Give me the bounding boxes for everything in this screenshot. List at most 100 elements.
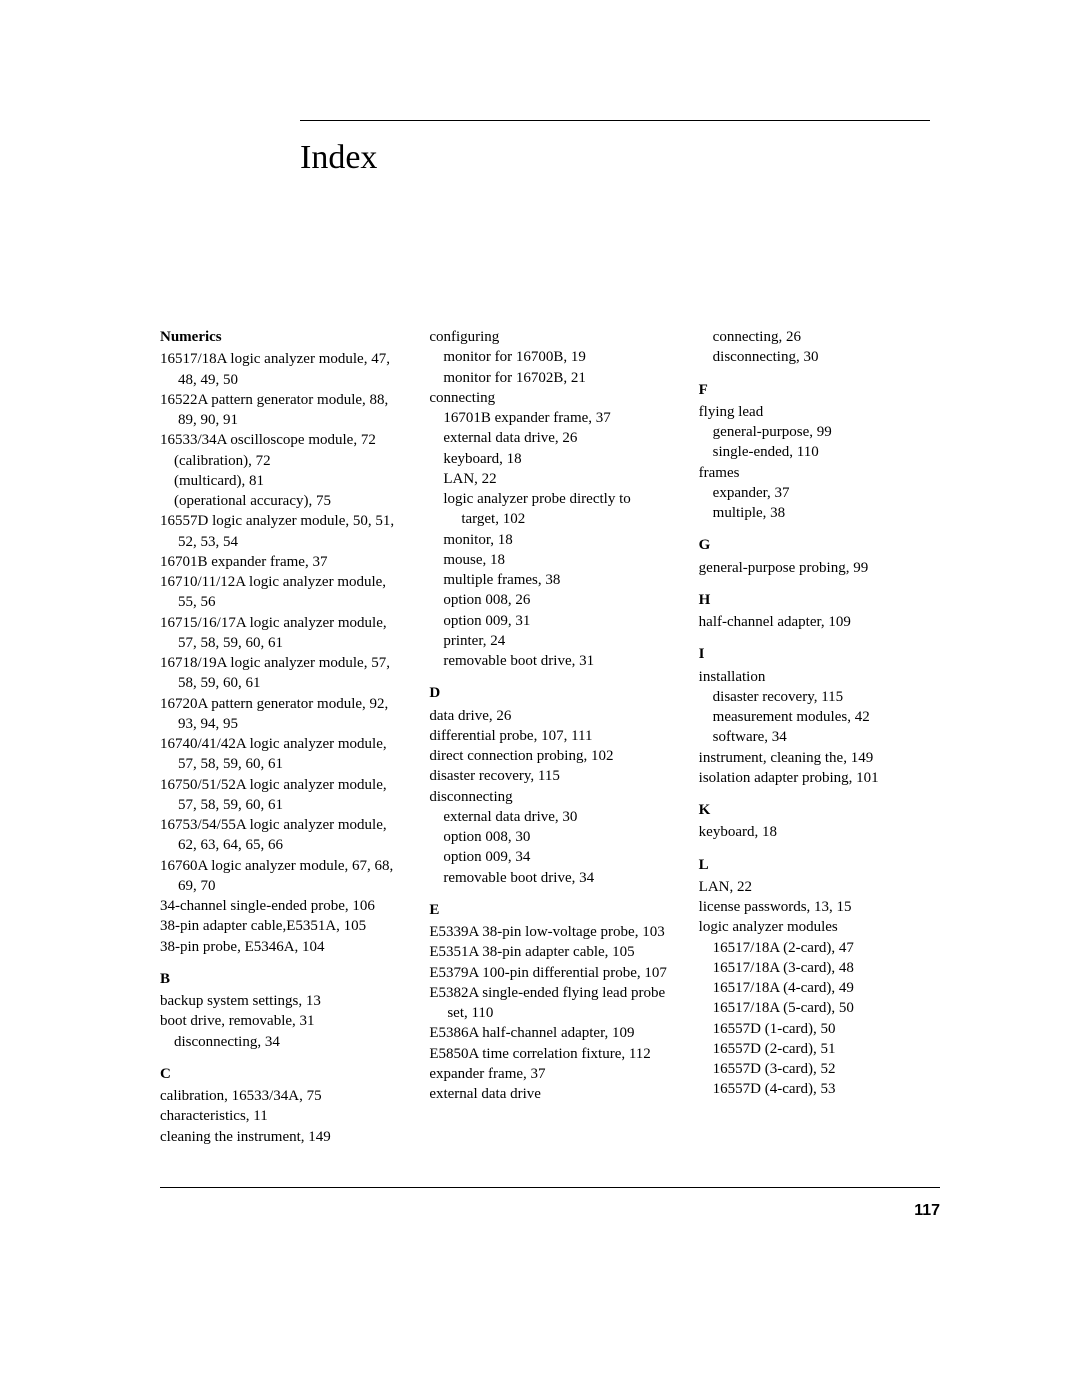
index-subentry: logic analyzer probe directly to target,… [429,489,670,530]
index-entry: characteristics, 11 [160,1106,401,1126]
index-entry: disconnecting [429,787,670,807]
index-subentry: 16517/18A (2-card), 47 [699,938,940,958]
index-subentry: disconnecting, 34 [160,1032,401,1052]
index-subentry: external data drive, 26 [429,428,670,448]
index-subentry: mouse, 18 [429,550,670,570]
page-number: 117 [160,1202,940,1220]
index-entry: backup system settings, 13 [160,991,401,1011]
index-entry: 16750/51/52A logic analyzer module, 57, … [160,775,401,816]
index-subentry: option 009, 31 [429,611,670,631]
index-subentry: LAN, 22 [429,469,670,489]
index-subentry: measurement modules, 42 [699,707,940,727]
index-subentry: printer, 24 [429,631,670,651]
index-entry: E5850A time correlation fixture, 112 [429,1044,670,1064]
index-columns: Numerics 16517/18A logic analyzer module… [160,327,940,1147]
index-entry: 16760A logic analyzer module, 67, 68, 69… [160,856,401,897]
index-entry: E5386A half-channel adapter, 109 [429,1023,670,1043]
index-entry: license passwords, 13, 15 [699,897,940,917]
index-entry: direct connection probing, 102 [429,746,670,766]
index-subentry: disconnecting, 30 [699,347,940,367]
index-subentry: option 009, 34 [429,847,670,867]
index-entry: E5351A 38-pin adapter cable, 105 [429,942,670,962]
index-subentry: (multicard), 81 [160,471,401,491]
bottom-rule [160,1187,940,1188]
index-entry: 16720A pattern generator module, 92, 93,… [160,694,401,735]
index-entry: 16517/18A logic analyzer module, 47, 48,… [160,349,401,390]
index-subentry: 16517/18A (5-card), 50 [699,998,940,1018]
section-g: G [699,535,940,555]
index-entry: frames [699,463,940,483]
index-entry: E5379A 100-pin differential probe, 107 [429,963,670,983]
section-k: K [699,800,940,820]
index-entry: E5339A 38-pin low-voltage probe, 103 [429,922,670,942]
index-entry: isolation adapter probing, 101 [699,768,940,788]
index-entry: 34-channel single-ended probe, 106 [160,896,401,916]
index-subentry: 16557D (2-card), 51 [699,1039,940,1059]
index-entry: E5382A single-ended flying lead probe se… [429,983,670,1024]
index-entry: data drive, 26 [429,706,670,726]
index-subentry: multiple frames, 38 [429,570,670,590]
index-subentry: software, 34 [699,727,940,747]
index-subentry: monitor for 16700B, 19 [429,347,670,367]
section-e: E [429,900,670,920]
index-entry: expander frame, 37 [429,1064,670,1084]
index-subentry: external data drive, 30 [429,807,670,827]
section-l: L [699,855,940,875]
index-entry: calibration, 16533/34A, 75 [160,1086,401,1106]
index-subentry: 16557D (1-card), 50 [699,1019,940,1039]
section-i: I [699,644,940,664]
index-entry: instrument, cleaning the, 149 [699,748,940,768]
index-entry: flying lead [699,402,940,422]
index-entry: 16710/11/12A logic analyzer module, 55, … [160,572,401,613]
index-entry: logic analyzer modules [699,917,940,937]
index-entry: 38-pin probe, E5346A, 104 [160,937,401,957]
column-1: Numerics 16517/18A logic analyzer module… [160,327,401,1147]
index-entry: disaster recovery, 115 [429,766,670,786]
index-subentry: (operational accuracy), 75 [160,491,401,511]
index-page: Index Numerics 16517/18A logic analyzer … [0,0,1080,1280]
index-subentry: removable boot drive, 31 [429,651,670,671]
index-entry: differential probe, 107, 111 [429,726,670,746]
index-subentry: 16517/18A (3-card), 48 [699,958,940,978]
index-entry: 16533/34A oscilloscope module, 72 [160,430,401,450]
column-3: connecting, 26 disconnecting, 30 F flyin… [699,327,940,1147]
index-entry: configuring [429,327,670,347]
index-entry: cleaning the instrument, 149 [160,1127,401,1147]
index-subentry: 16557D (4-card), 53 [699,1079,940,1099]
index-entry: 16753/54/55A logic analyzer module, 62, … [160,815,401,856]
index-subentry: disaster recovery, 115 [699,687,940,707]
section-f: F [699,380,940,400]
section-c: C [160,1064,401,1084]
index-entry: connecting [429,388,670,408]
index-entry: 16522A pattern generator module, 88, 89,… [160,390,401,431]
index-subentry: monitor, 18 [429,530,670,550]
page-title: Index [300,139,940,177]
index-subentry: connecting, 26 [699,327,940,347]
index-subentry: removable boot drive, 34 [429,868,670,888]
index-entry: external data drive [429,1084,670,1104]
index-entry: 16740/41/42A logic analyzer module, 57, … [160,734,401,775]
section-numerics: Numerics [160,327,401,347]
column-2: configuring monitor for 16700B, 19 monit… [429,327,670,1147]
section-d: D [429,683,670,703]
index-entry: LAN, 22 [699,877,940,897]
index-subentry: option 008, 26 [429,590,670,610]
section-h: H [699,590,940,610]
top-rule [300,120,930,121]
index-entry: half-channel adapter, 109 [699,612,940,632]
index-subentry: single-ended, 110 [699,442,940,462]
index-subentry: monitor for 16702B, 21 [429,368,670,388]
index-subentry: 16517/18A (4-card), 49 [699,978,940,998]
index-entry: general-purpose probing, 99 [699,558,940,578]
index-subentry: option 008, 30 [429,827,670,847]
index-entry: 16701B expander frame, 37 [160,552,401,572]
index-subentry: 16701B expander frame, 37 [429,408,670,428]
index-entry: keyboard, 18 [699,822,940,842]
section-b: B [160,969,401,989]
index-entry: 38-pin adapter cable,E5351A, 105 [160,916,401,936]
index-entry: 16715/16/17A logic analyzer module, 57, … [160,613,401,654]
index-entry: 16718/19A logic analyzer module, 57, 58,… [160,653,401,694]
index-entry: installation [699,667,940,687]
index-entry: boot drive, removable, 31 [160,1011,401,1031]
index-subentry: (calibration), 72 [160,451,401,471]
